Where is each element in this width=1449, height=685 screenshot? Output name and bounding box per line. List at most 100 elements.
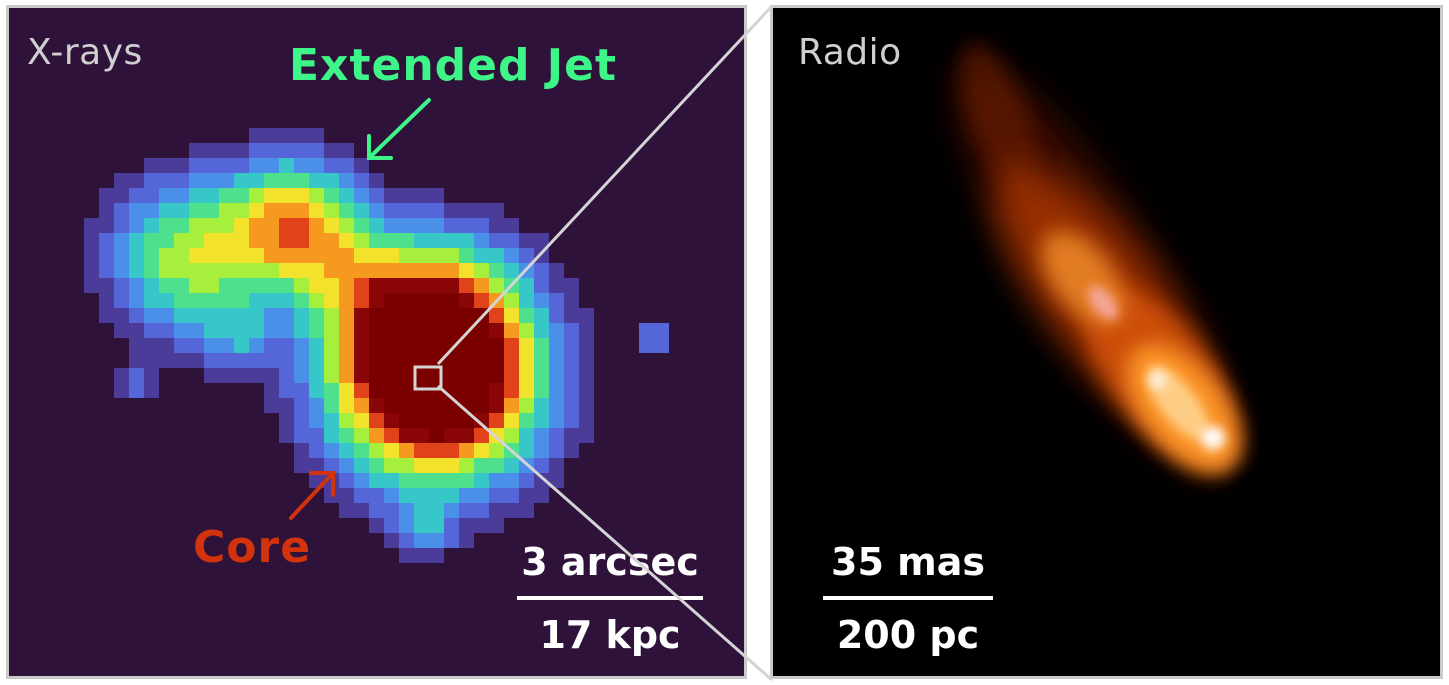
xray-pixel	[399, 233, 414, 248]
xray-pixel	[264, 248, 279, 263]
xray-pixel	[114, 323, 129, 338]
xray-pixel	[144, 233, 159, 248]
xray-pixel	[219, 278, 234, 293]
xray-pixel	[549, 458, 564, 473]
xray-pixel	[234, 308, 249, 323]
xray-pixel	[309, 458, 324, 473]
xray-pixel	[534, 263, 549, 278]
xray-pixel	[144, 308, 159, 323]
xray-pixel	[444, 368, 459, 383]
xray-pixel	[174, 158, 189, 173]
xray-pixel	[324, 368, 339, 383]
xray-pixel	[114, 293, 129, 308]
xray-pixel	[324, 293, 339, 308]
xray-pixel	[459, 263, 474, 278]
zoom-box	[413, 365, 443, 391]
xray-pixel	[339, 488, 354, 503]
xray-pixel	[249, 293, 264, 308]
xray-pixel	[129, 353, 144, 368]
xray-pixel	[249, 143, 264, 158]
xray-pixel	[429, 548, 444, 563]
xray-pixel	[159, 323, 174, 338]
xray-pixel	[459, 203, 474, 218]
xray-pixel	[429, 203, 444, 218]
xray-pixel	[459, 233, 474, 248]
xray-pixel	[564, 443, 579, 458]
xray-pixel	[294, 233, 309, 248]
radio-scale-bar	[823, 596, 993, 600]
xray-pixel	[309, 293, 324, 308]
xray-pixel	[159, 173, 174, 188]
xray-pixel	[144, 383, 159, 398]
xray-pixel	[519, 308, 534, 323]
xray-pixel	[294, 413, 309, 428]
xray-pixel	[444, 518, 459, 533]
xray-pixel	[249, 188, 264, 203]
xray-pixel	[249, 278, 264, 293]
xray-pixel	[519, 323, 534, 338]
xray-pixel	[504, 443, 519, 458]
xray-pixel	[354, 383, 369, 398]
xray-pixel	[324, 323, 339, 338]
xray-pixel	[519, 293, 534, 308]
xray-pixel	[504, 428, 519, 443]
xray-pixel	[414, 548, 429, 563]
xray-pixel	[519, 278, 534, 293]
xray-pixel	[444, 353, 459, 368]
xray-pixel	[534, 308, 549, 323]
xray-pixel	[534, 248, 549, 263]
xray-pixel	[459, 293, 474, 308]
xray-pixel	[384, 338, 399, 353]
xray-pixel	[204, 323, 219, 338]
xray-pixel	[414, 278, 429, 293]
xray-pixel	[489, 443, 504, 458]
xray-pixel	[399, 308, 414, 323]
xray-pixel	[189, 293, 204, 308]
xray-pixel	[339, 293, 354, 308]
xray-pixel	[459, 488, 474, 503]
xray-pixel	[534, 428, 549, 443]
xray-pixel	[504, 338, 519, 353]
xray-pixel	[519, 353, 534, 368]
xray-pixel	[294, 128, 309, 143]
xray-pixel	[414, 308, 429, 323]
xray-pixel	[504, 308, 519, 323]
xray-pixel	[459, 473, 474, 488]
xray-pixel	[429, 248, 444, 263]
xray-pixel	[249, 233, 264, 248]
xray-pixel	[564, 383, 579, 398]
xray-pixel	[474, 248, 489, 263]
xray-pixel	[549, 263, 564, 278]
xray-pixel	[114, 383, 129, 398]
xray-pixel	[324, 353, 339, 368]
xray-pixel	[354, 218, 369, 233]
xray-pixel	[219, 188, 234, 203]
xray-pixel	[189, 188, 204, 203]
xray-pixel	[459, 413, 474, 428]
xray-pixel	[219, 203, 234, 218]
xray-pixel	[264, 218, 279, 233]
xray-pixel	[474, 203, 489, 218]
xray-pixel	[354, 308, 369, 323]
xray-pixel	[279, 353, 294, 368]
xray-pixel	[549, 473, 564, 488]
xray-pixel	[114, 218, 129, 233]
xray-pixel	[384, 353, 399, 368]
xray-pixel	[429, 263, 444, 278]
xray-pixel	[369, 248, 384, 263]
xray-pixel	[219, 218, 234, 233]
xray-pixel	[534, 413, 549, 428]
xray-pixel	[204, 203, 219, 218]
xray-pixel	[279, 413, 294, 428]
xray-pixel	[444, 458, 459, 473]
xray-pixel	[579, 383, 594, 398]
xray-pixel	[429, 443, 444, 458]
xray-pixel	[99, 188, 114, 203]
xray-pixel	[204, 368, 219, 383]
xray-pixel	[384, 398, 399, 413]
xray-pixel	[339, 368, 354, 383]
xray-pixel	[339, 143, 354, 158]
xray-pixel	[429, 308, 444, 323]
xray-pixel	[474, 338, 489, 353]
xray-pixel	[369, 323, 384, 338]
